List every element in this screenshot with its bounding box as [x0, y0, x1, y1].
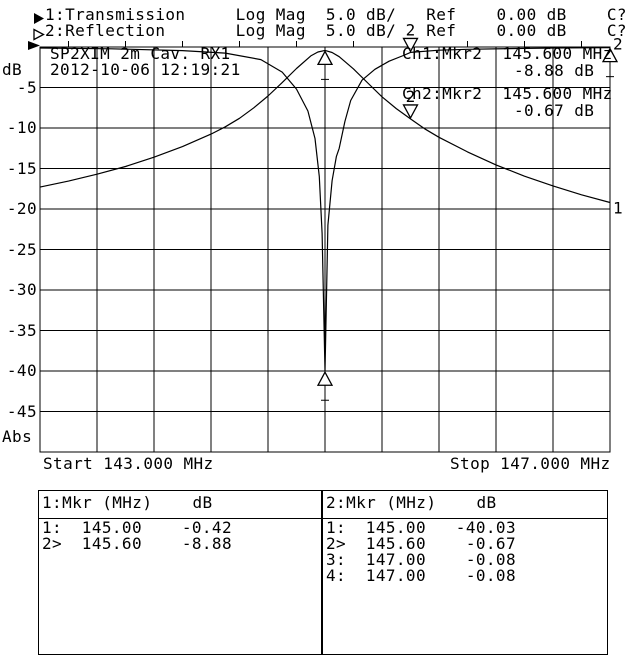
channel2-inactive-icon	[33, 26, 45, 41]
stop-frequency-label: Stop 147.000 MHz	[450, 454, 611, 473]
marker-triangle-icon	[402, 104, 419, 120]
marker-number-label: 2	[406, 87, 416, 106]
marker-table-channel2: 2:Mkr (MHz) dB 1: 145.00 -40.03 2> 145.60 -0.…	[322, 490, 608, 655]
marker-triangle-icon	[316, 370, 334, 386]
marker-table-header: 1:Mkr (MHz) dB	[39, 491, 321, 519]
y-axis-abs-label: Abs	[2, 427, 33, 446]
y-axis-tick-label: -30	[6, 280, 37, 299]
marker-table-row: 1: 145.00 -40.03	[326, 520, 607, 536]
marker-mhz-cell: 145.00	[81, 518, 142, 537]
marker-mhz-cell: 147.00	[365, 566, 426, 585]
marker-table-header: 2:Mkr (MHz) dB	[323, 491, 607, 519]
marker-mhz-cell: 145.60	[81, 534, 142, 553]
ref-level-marker-icon	[28, 41, 40, 50]
marker-triangle-icon	[402, 37, 419, 53]
y-axis-tick-label: -15	[6, 158, 37, 178]
marker-db-cell: -0.08	[465, 566, 516, 585]
marker-mhz-cell: 145.00	[365, 518, 426, 537]
marker-db-cell: -40.03	[455, 518, 516, 537]
marker-id-cell: 4:	[326, 566, 347, 585]
channel1-active-icon	[33, 10, 45, 24]
marker-number-label: 2	[406, 20, 416, 39]
y-axis-tick-label: -40	[6, 361, 37, 380]
y-axis-tick-label: -10	[6, 118, 37, 137]
marker-mhz-cell: 145.60	[365, 534, 426, 553]
y-axis-tick-label: -45	[6, 401, 37, 421]
trace-title: SP2XIM 2m Cav. RX1	[50, 44, 231, 63]
marker-table-channel1: 1:Mkr (MHz) dB 1: 145.00 -0.42 2> 145.60 -8.8…	[38, 490, 322, 655]
marker-table-row: 4: 147.00 -0.08	[326, 568, 607, 584]
marker-id-cell: 3:	[326, 550, 347, 569]
y-axis-tick-label: -20	[6, 199, 37, 218]
marker-table-row: 2> 145.60 -0.67	[326, 536, 607, 552]
trace-end-label: 2	[613, 35, 623, 54]
timestamp: 2012-10-06 12:19:21	[50, 60, 241, 79]
marker-db-cell: -8.88	[181, 534, 232, 553]
start-frequency-label: Start 143.000 MHz	[43, 454, 214, 473]
ch1-marker-readout-value: -8.88 dB	[514, 61, 595, 80]
channel1-settings-line: 1:Transmission Log Mag 5.0 dB/ Ref 0.00 …	[45, 5, 627, 24]
marker-id-cell: 1:	[42, 518, 63, 537]
ch2-marker-readout-freq: Ch2:Mkr2 145.600 MHz	[402, 84, 613, 103]
marker-table-rows: 1: 145.00 -0.42 2> 145.60 -8.88	[39, 519, 321, 552]
y-axis-tick-label: -35	[6, 320, 37, 340]
marker-id-cell: 2>	[42, 534, 63, 553]
marker-id-cell: 1:	[326, 518, 347, 537]
marker-triangle-icon	[601, 47, 619, 63]
marker-mhz-cell: 147.00	[365, 550, 426, 569]
marker-triangle-icon	[316, 50, 334, 66]
channel2-settings-line: 2:Reflection Log Mag 5.0 dB/ Ref 0.00 dB…	[45, 21, 627, 40]
marker-db-cell: -0.08	[465, 550, 516, 569]
marker-table-row: 3: 147.00 -0.08	[326, 552, 607, 568]
marker-db-cell: -0.67	[465, 534, 516, 553]
marker-table-rows: 1: 145.00 -40.03 2> 145.60 -0.67 3: 147.00 -0.08…	[323, 519, 607, 584]
marker-table-row: 2> 145.60 -8.88	[42, 536, 321, 552]
ch2-marker-readout-value: -0.67 dB	[514, 101, 595, 120]
y-axis-tick-label: -5	[16, 77, 37, 97]
y-axis-unit-label: dB	[2, 60, 23, 79]
ch1-marker-readout-freq: Ch1:Mkr2 145.600 MHz	[402, 44, 613, 63]
trace-reflection	[39, 47, 611, 372]
marker-id-cell: 2>	[326, 534, 347, 553]
y-axis-tick-label: -25	[6, 239, 37, 259]
marker-db-cell: -0.42	[181, 518, 232, 537]
marker-table-row: 1: 145.00 -0.42	[42, 520, 321, 536]
trace-end-label: 1	[613, 199, 623, 218]
